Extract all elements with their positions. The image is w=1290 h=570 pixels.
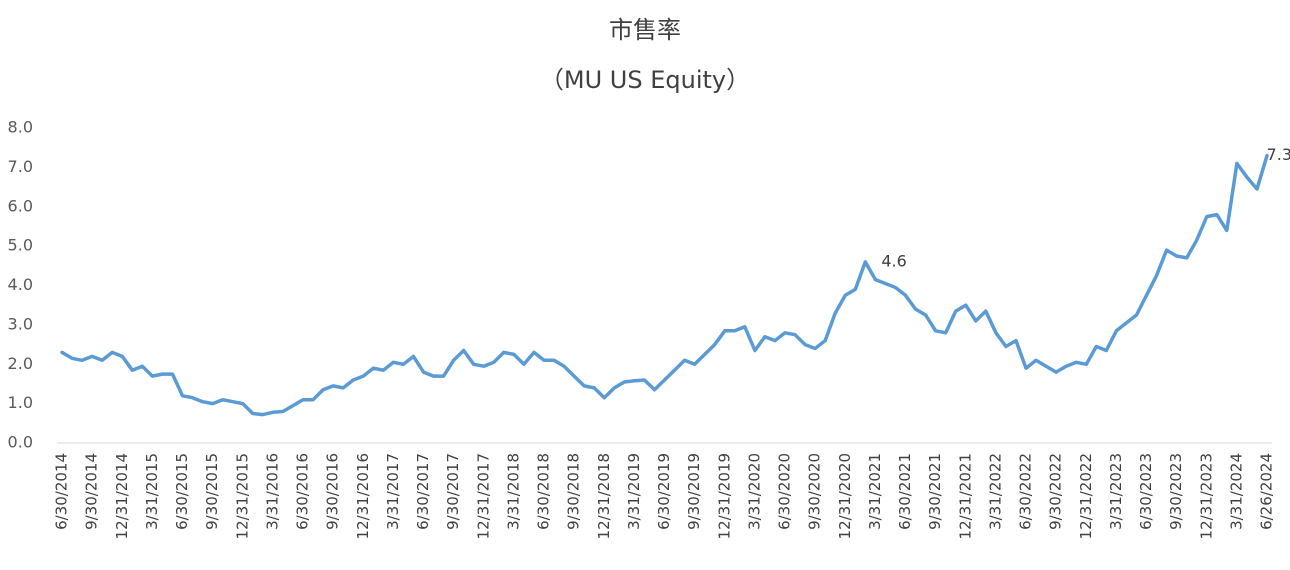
x-tick-label: 12/31/2015	[233, 453, 251, 539]
x-tick-label: 6/30/2014	[53, 453, 71, 530]
x-tick-label: 6/26/2024	[1258, 453, 1276, 530]
x-tick-label: 12/31/2014	[113, 453, 131, 539]
data-label: 4.6	[881, 251, 906, 270]
y-tick-label: 7.0	[8, 157, 33, 176]
data-label: 7.3	[1267, 145, 1290, 164]
y-tick-label: 6.0	[8, 196, 33, 215]
x-tick-label: 9/30/2016	[324, 453, 342, 530]
x-tick-label: 3/31/2024	[1227, 453, 1245, 530]
x-tick-label: 12/31/2017	[474, 453, 492, 539]
y-tick-label: 2.0	[8, 354, 33, 373]
x-tick-label: 12/31/2021	[956, 453, 974, 539]
y-tick-label: 4.0	[8, 275, 33, 294]
x-tick-label: 12/31/2022	[1077, 453, 1095, 539]
y-tick-label: 3.0	[8, 314, 33, 333]
y-tick-label: 0.0	[8, 433, 33, 452]
x-tick-label: 6/30/2021	[896, 453, 914, 530]
x-tick-label: 12/31/2019	[715, 453, 733, 539]
y-tick-label: 8.0	[8, 118, 33, 137]
x-tick-label: 3/31/2018	[504, 453, 522, 530]
chart-title: 市售率	[609, 16, 681, 44]
x-tick-label: 3/31/2015	[143, 453, 161, 530]
x-tick-label: 9/30/2022	[1047, 453, 1065, 530]
data-line	[60, 153, 1269, 417]
x-tick-label: 6/30/2019	[655, 453, 673, 530]
x-tick-label: 6/30/2023	[1137, 453, 1155, 530]
y-tick-label: 5.0	[8, 236, 33, 255]
x-tick-label: 3/31/2019	[625, 453, 643, 530]
x-tick-label: 9/30/2019	[685, 453, 703, 530]
x-tick-label: 6/30/2018	[535, 453, 553, 530]
y-tick-label: 1.0	[8, 393, 33, 412]
x-tick-label: 6/30/2020	[776, 453, 794, 530]
x-tick-label: 12/31/2020	[836, 453, 854, 539]
x-tick-label: 6/30/2015	[173, 453, 191, 530]
x-tick-label: 12/31/2023	[1197, 453, 1215, 539]
x-tick-label: 9/30/2020	[806, 453, 824, 530]
x-tick-label: 3/31/2020	[745, 453, 763, 530]
x-tick-label: 6/30/2016	[294, 453, 312, 530]
x-tick-label: 9/30/2021	[926, 453, 944, 530]
x-tick-label: 3/31/2022	[986, 453, 1004, 530]
x-tick-label: 6/30/2017	[414, 453, 432, 530]
x-tick-label: 9/30/2015	[203, 453, 221, 530]
x-tick-label: 12/31/2018	[595, 453, 613, 539]
x-tick-label: 9/30/2017	[444, 453, 462, 530]
x-tick-label: 3/31/2017	[384, 453, 402, 530]
x-tick-label: 6/30/2022	[1017, 453, 1035, 530]
x-tick-label: 3/31/2023	[1107, 453, 1125, 530]
chart-subtitle: （MU US Equity）	[540, 66, 750, 94]
x-tick-label: 12/31/2016	[354, 453, 372, 539]
x-tick-label: 9/30/2023	[1167, 453, 1185, 530]
x-tick-label: 9/30/2014	[83, 453, 101, 530]
x-tick-label: 3/31/2016	[263, 453, 281, 530]
x-tick-label: 3/31/2021	[866, 453, 884, 530]
x-tick-label: 9/30/2018	[565, 453, 583, 530]
